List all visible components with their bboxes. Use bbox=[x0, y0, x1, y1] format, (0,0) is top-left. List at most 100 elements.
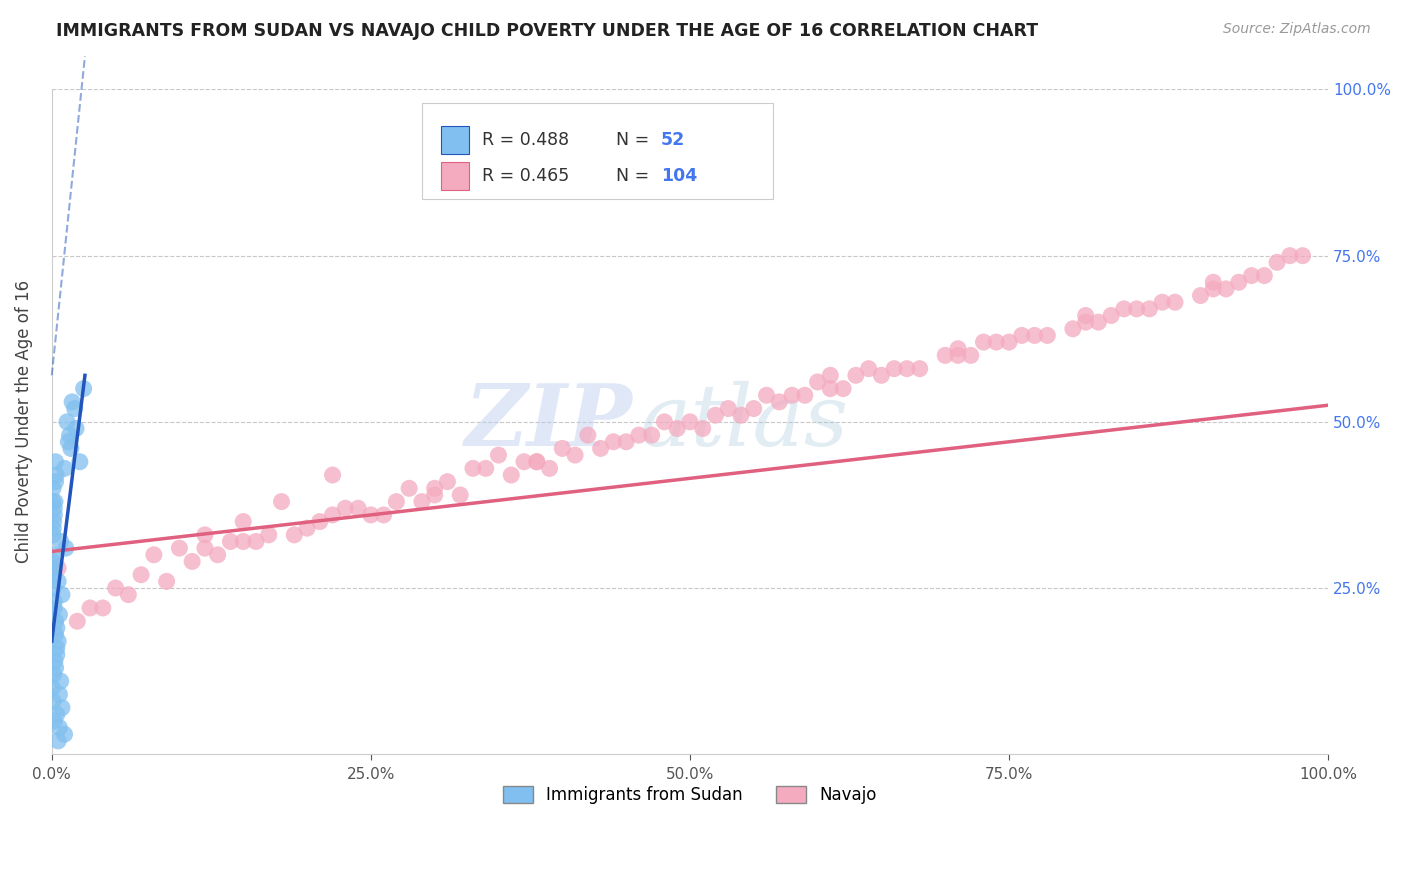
Text: ZIP: ZIP bbox=[464, 380, 633, 464]
Point bbox=[129, 567, 152, 582]
Point bbox=[42, 694, 65, 708]
Point bbox=[69, 455, 91, 469]
Point bbox=[51, 700, 73, 714]
Point bbox=[602, 434, 624, 449]
Point bbox=[526, 455, 548, 469]
Point bbox=[526, 455, 548, 469]
Point bbox=[627, 428, 650, 442]
FancyBboxPatch shape bbox=[441, 127, 470, 154]
Point bbox=[232, 534, 254, 549]
Point bbox=[704, 408, 727, 422]
Point bbox=[194, 541, 217, 556]
Point bbox=[51, 588, 73, 602]
Text: R = 0.488: R = 0.488 bbox=[482, 131, 569, 149]
Point bbox=[806, 375, 828, 389]
Point bbox=[1189, 288, 1212, 302]
Point bbox=[501, 468, 523, 483]
Point bbox=[48, 687, 70, 701]
Point bbox=[551, 442, 574, 456]
Point bbox=[1215, 282, 1237, 296]
Point bbox=[768, 395, 790, 409]
Point bbox=[946, 348, 969, 362]
Point bbox=[730, 408, 752, 422]
FancyBboxPatch shape bbox=[441, 162, 470, 190]
Text: Source: ZipAtlas.com: Source: ZipAtlas.com bbox=[1223, 22, 1371, 37]
Point bbox=[42, 581, 65, 595]
Point bbox=[49, 534, 72, 549]
Point bbox=[169, 541, 191, 556]
Point bbox=[883, 361, 905, 376]
Point bbox=[1253, 268, 1275, 283]
Point bbox=[42, 494, 65, 508]
Point bbox=[245, 534, 267, 549]
Point bbox=[986, 334, 1008, 349]
Point bbox=[973, 334, 995, 349]
Point bbox=[42, 667, 65, 681]
Point bbox=[1112, 301, 1135, 316]
Point bbox=[42, 528, 65, 542]
Point bbox=[46, 574, 69, 589]
Text: N =: N = bbox=[616, 167, 650, 186]
Point bbox=[45, 621, 67, 635]
Point bbox=[1062, 322, 1084, 336]
Point bbox=[1036, 328, 1059, 343]
Y-axis label: Child Poverty Under the Age of 16: Child Poverty Under the Age of 16 bbox=[15, 280, 32, 564]
Point bbox=[257, 528, 280, 542]
Point bbox=[896, 361, 918, 376]
Point bbox=[780, 388, 803, 402]
Point bbox=[576, 428, 599, 442]
Point bbox=[1278, 249, 1301, 263]
Point bbox=[104, 581, 127, 595]
Point bbox=[45, 455, 67, 469]
Point bbox=[156, 574, 179, 589]
Point bbox=[436, 475, 458, 489]
Point bbox=[1139, 301, 1161, 316]
Point bbox=[666, 421, 689, 435]
Point bbox=[44, 494, 66, 508]
Point bbox=[283, 528, 305, 542]
Point bbox=[1164, 295, 1187, 310]
Point bbox=[589, 442, 612, 456]
Point bbox=[1240, 268, 1263, 283]
Point bbox=[322, 468, 344, 483]
Point bbox=[717, 401, 740, 416]
Point bbox=[908, 361, 931, 376]
Point bbox=[48, 607, 70, 622]
Point bbox=[46, 561, 69, 575]
Point bbox=[45, 661, 67, 675]
Point bbox=[48, 721, 70, 735]
Point bbox=[488, 448, 510, 462]
Point bbox=[538, 461, 561, 475]
Point bbox=[564, 448, 586, 462]
Point bbox=[41, 548, 63, 562]
Point bbox=[207, 548, 229, 562]
Point bbox=[91, 601, 114, 615]
Point bbox=[832, 382, 855, 396]
Point bbox=[1125, 301, 1147, 316]
Point bbox=[347, 501, 370, 516]
Text: 52: 52 bbox=[661, 131, 685, 149]
Point bbox=[474, 461, 496, 475]
Point bbox=[42, 521, 65, 535]
Point bbox=[44, 714, 66, 728]
Text: N =: N = bbox=[616, 131, 650, 149]
Point bbox=[398, 481, 420, 495]
Point bbox=[946, 342, 969, 356]
Point bbox=[44, 508, 66, 522]
Point bbox=[1202, 275, 1225, 289]
Point bbox=[654, 415, 676, 429]
Point bbox=[1074, 315, 1097, 329]
Text: IMMIGRANTS FROM SUDAN VS NAVAJO CHILD POVERTY UNDER THE AGE OF 16 CORRELATION CH: IMMIGRANTS FROM SUDAN VS NAVAJO CHILD PO… bbox=[56, 22, 1039, 40]
Point bbox=[1024, 328, 1046, 343]
Text: atlas: atlas bbox=[638, 381, 848, 463]
Point bbox=[373, 508, 395, 522]
Point bbox=[423, 481, 446, 495]
Point bbox=[820, 382, 842, 396]
Point bbox=[1152, 295, 1174, 310]
Point bbox=[614, 434, 637, 449]
Point bbox=[44, 501, 66, 516]
Point bbox=[45, 707, 67, 722]
Text: 104: 104 bbox=[661, 167, 697, 186]
Point bbox=[45, 614, 67, 628]
Point bbox=[295, 521, 318, 535]
